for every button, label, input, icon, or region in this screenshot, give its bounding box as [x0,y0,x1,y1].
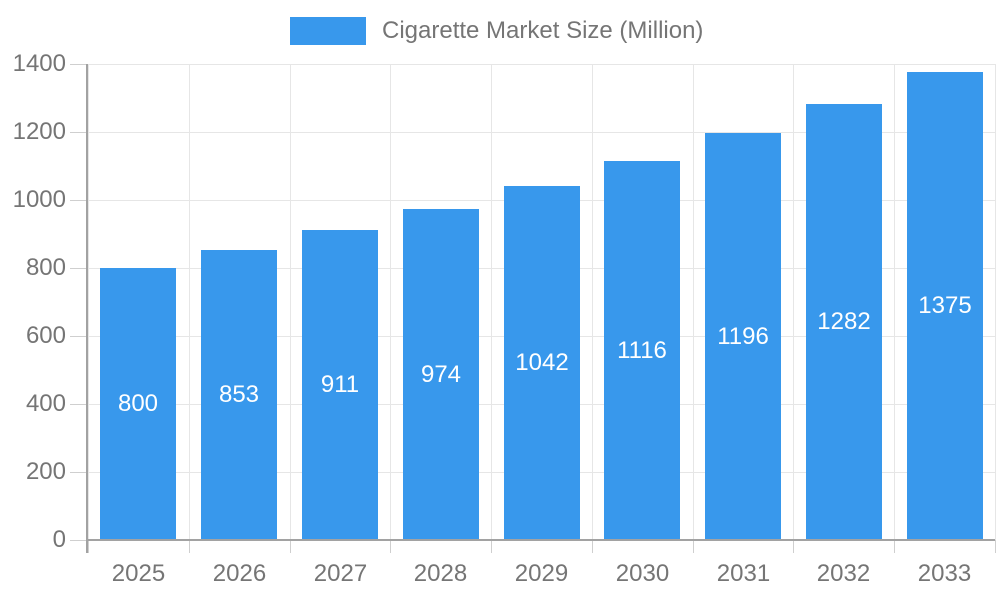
bar-2030[interactable] [604,161,680,540]
legend-label: Cigarette Market Size (Million) [382,17,704,44]
y-axis-label: 1000 [12,186,66,213]
bar-value-label: 1116 [617,337,667,364]
x-axis-label: 2030 [615,560,670,587]
bar-2027[interactable] [302,230,378,540]
x-gridline [390,64,391,540]
y-gridline [88,132,995,133]
bar-2031[interactable] [705,133,781,540]
bar-value-label: 1042 [515,349,569,376]
y-tick [70,132,88,133]
y-tick [70,64,88,65]
y-axis-label: 200 [25,458,66,485]
x-axis-label: 2033 [917,560,972,587]
y-tick [70,472,88,473]
bar-2025[interactable] [100,268,176,540]
x-gridline [693,64,694,540]
legend-swatch [290,17,366,45]
x-axis-label: 2025 [111,560,166,587]
bar-value-label: 911 [320,371,360,398]
x-tick [390,540,391,553]
x-gridline [189,64,190,540]
x-gridline [592,64,593,540]
x-gridline [491,64,492,540]
x-tick [894,540,895,553]
bar-value-label: 800 [117,390,159,417]
x-gridline [894,64,895,540]
x-tick [592,540,593,553]
x-tick [491,540,492,553]
y-axis-label: 600 [25,322,66,349]
bar-value-label: 1375 [918,292,972,319]
bar-2026[interactable] [201,250,277,540]
y-axis-line [86,64,88,553]
y-tick [70,540,88,541]
x-axis-line [86,539,995,541]
x-tick [189,540,190,553]
x-tick [793,540,794,553]
x-gridline [793,64,794,540]
y-gridline [88,64,995,65]
x-gridline [88,64,89,540]
y-axis-label: 0 [52,526,66,553]
bar-value-label: 1196 [717,323,769,350]
x-axis-label: 2031 [716,560,771,587]
x-axis-label: 2029 [514,560,569,587]
y-axis-label: 1200 [12,118,66,145]
x-gridline [995,64,996,540]
legend[interactable]: Cigarette Market Size (Million) [290,17,703,45]
bar-value-label: 853 [218,381,260,408]
x-tick [88,540,89,553]
x-tick [290,540,291,553]
y-tick [70,200,88,201]
bar-2032[interactable] [806,104,882,540]
x-gridline [290,64,291,540]
y-axis-label: 800 [25,254,66,281]
bar-value-label: 1282 [817,308,871,335]
x-tick [995,540,996,553]
y-tick [70,268,88,269]
x-axis-label: 2026 [212,560,267,587]
bar-2033[interactable] [907,72,983,540]
y-tick [70,336,88,337]
y-tick [70,404,88,405]
bar-2028[interactable] [403,209,479,540]
x-tick [693,540,694,553]
bar-value-label: 974 [420,361,462,388]
y-axis-label: 400 [25,390,66,417]
bar-2029[interactable] [504,186,580,540]
x-axis-label: 2027 [313,560,368,587]
y-axis-label: 1400 [12,50,66,77]
x-axis-label: 2028 [413,560,468,587]
x-axis-label: 2032 [816,560,871,587]
